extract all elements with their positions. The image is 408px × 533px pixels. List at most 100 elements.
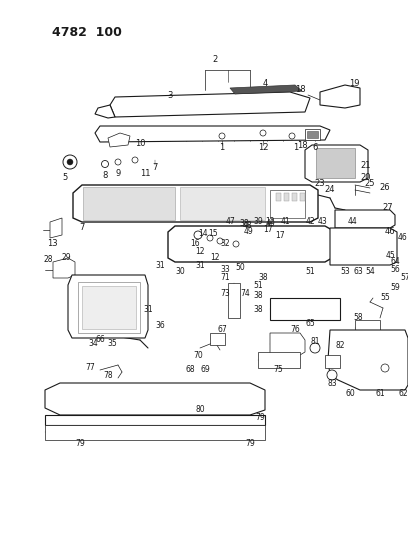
Circle shape [289, 133, 295, 139]
Text: 30: 30 [175, 268, 185, 277]
Polygon shape [328, 330, 408, 390]
Text: 79: 79 [75, 439, 85, 448]
Text: 83: 83 [327, 378, 337, 387]
Text: 12: 12 [195, 247, 205, 256]
Text: 25: 25 [365, 179, 375, 188]
Polygon shape [230, 85, 302, 94]
Polygon shape [258, 352, 300, 368]
Text: 16: 16 [190, 238, 200, 247]
Text: 64: 64 [390, 257, 400, 266]
Text: 60: 60 [345, 389, 355, 398]
Circle shape [381, 364, 389, 372]
Text: 45: 45 [385, 251, 395, 260]
Text: 50: 50 [235, 263, 245, 272]
Polygon shape [307, 131, 318, 138]
Text: 49: 49 [243, 227, 253, 236]
Text: 51: 51 [305, 268, 315, 277]
Polygon shape [108, 133, 130, 147]
Polygon shape [325, 355, 340, 368]
Text: 31: 31 [195, 261, 205, 270]
Text: 46: 46 [385, 228, 395, 237]
Text: 31: 31 [143, 305, 153, 314]
Text: 20: 20 [361, 174, 371, 182]
Polygon shape [292, 193, 297, 201]
Text: 71: 71 [220, 273, 230, 282]
Polygon shape [180, 187, 265, 220]
Text: 63: 63 [353, 268, 363, 277]
Polygon shape [305, 129, 320, 140]
Text: 46: 46 [398, 233, 408, 243]
Text: 24: 24 [325, 185, 335, 195]
Text: 11: 11 [140, 168, 150, 177]
Circle shape [67, 159, 73, 165]
Circle shape [207, 235, 213, 241]
Text: 21: 21 [361, 160, 371, 169]
Polygon shape [95, 105, 115, 118]
Text: 38: 38 [239, 220, 249, 229]
Text: 61: 61 [375, 389, 385, 398]
Text: 32: 32 [220, 238, 230, 247]
Text: 54: 54 [365, 268, 375, 277]
Circle shape [63, 155, 77, 169]
Polygon shape [210, 333, 225, 345]
Text: 70: 70 [193, 351, 203, 359]
Circle shape [233, 241, 239, 247]
Polygon shape [53, 258, 75, 278]
Polygon shape [68, 275, 148, 338]
Polygon shape [45, 415, 265, 425]
Polygon shape [83, 187, 175, 220]
Circle shape [132, 157, 138, 163]
Text: 2: 2 [213, 55, 217, 64]
Text: 80: 80 [195, 406, 205, 415]
Text: 48: 48 [242, 222, 252, 230]
Circle shape [115, 159, 121, 165]
Text: 8: 8 [102, 171, 108, 180]
Text: 81: 81 [310, 337, 320, 346]
Text: 1: 1 [220, 143, 225, 152]
Text: 59: 59 [390, 284, 400, 293]
Text: 67: 67 [217, 326, 227, 335]
Circle shape [217, 238, 223, 244]
Text: 66: 66 [95, 335, 105, 344]
Text: 57: 57 [400, 273, 408, 282]
Text: 36: 36 [155, 320, 165, 329]
Polygon shape [73, 185, 318, 222]
Circle shape [260, 130, 266, 136]
Polygon shape [270, 190, 305, 218]
Polygon shape [355, 320, 380, 335]
Text: 65: 65 [305, 319, 315, 327]
Text: 4782  100: 4782 100 [52, 27, 122, 39]
Polygon shape [300, 193, 305, 201]
Text: 18: 18 [297, 141, 307, 149]
Text: 33: 33 [220, 265, 230, 274]
Circle shape [102, 160, 109, 167]
Text: 38: 38 [253, 305, 263, 314]
Text: 18: 18 [295, 85, 305, 94]
Text: 44: 44 [347, 217, 357, 227]
Polygon shape [82, 286, 136, 329]
Circle shape [310, 343, 320, 353]
Text: 31: 31 [155, 261, 165, 270]
Text: 23: 23 [315, 179, 325, 188]
Polygon shape [320, 85, 360, 108]
Text: 10: 10 [135, 139, 145, 148]
Text: 35: 35 [107, 338, 117, 348]
Polygon shape [270, 298, 340, 320]
Polygon shape [284, 193, 289, 201]
Text: 12: 12 [258, 143, 268, 152]
Text: 14: 14 [198, 229, 208, 238]
Text: 39: 39 [253, 217, 263, 227]
Text: 43: 43 [318, 217, 328, 227]
Text: 26: 26 [380, 183, 390, 192]
Text: 78: 78 [103, 370, 113, 379]
Polygon shape [270, 333, 305, 355]
Polygon shape [110, 92, 310, 117]
Text: 1: 1 [293, 143, 299, 152]
Text: 3: 3 [167, 92, 173, 101]
Text: 40: 40 [266, 220, 276, 229]
Text: 34: 34 [88, 338, 98, 348]
Polygon shape [228, 283, 240, 318]
Text: 29: 29 [61, 254, 71, 262]
Circle shape [219, 133, 225, 139]
Text: 73: 73 [220, 288, 230, 297]
